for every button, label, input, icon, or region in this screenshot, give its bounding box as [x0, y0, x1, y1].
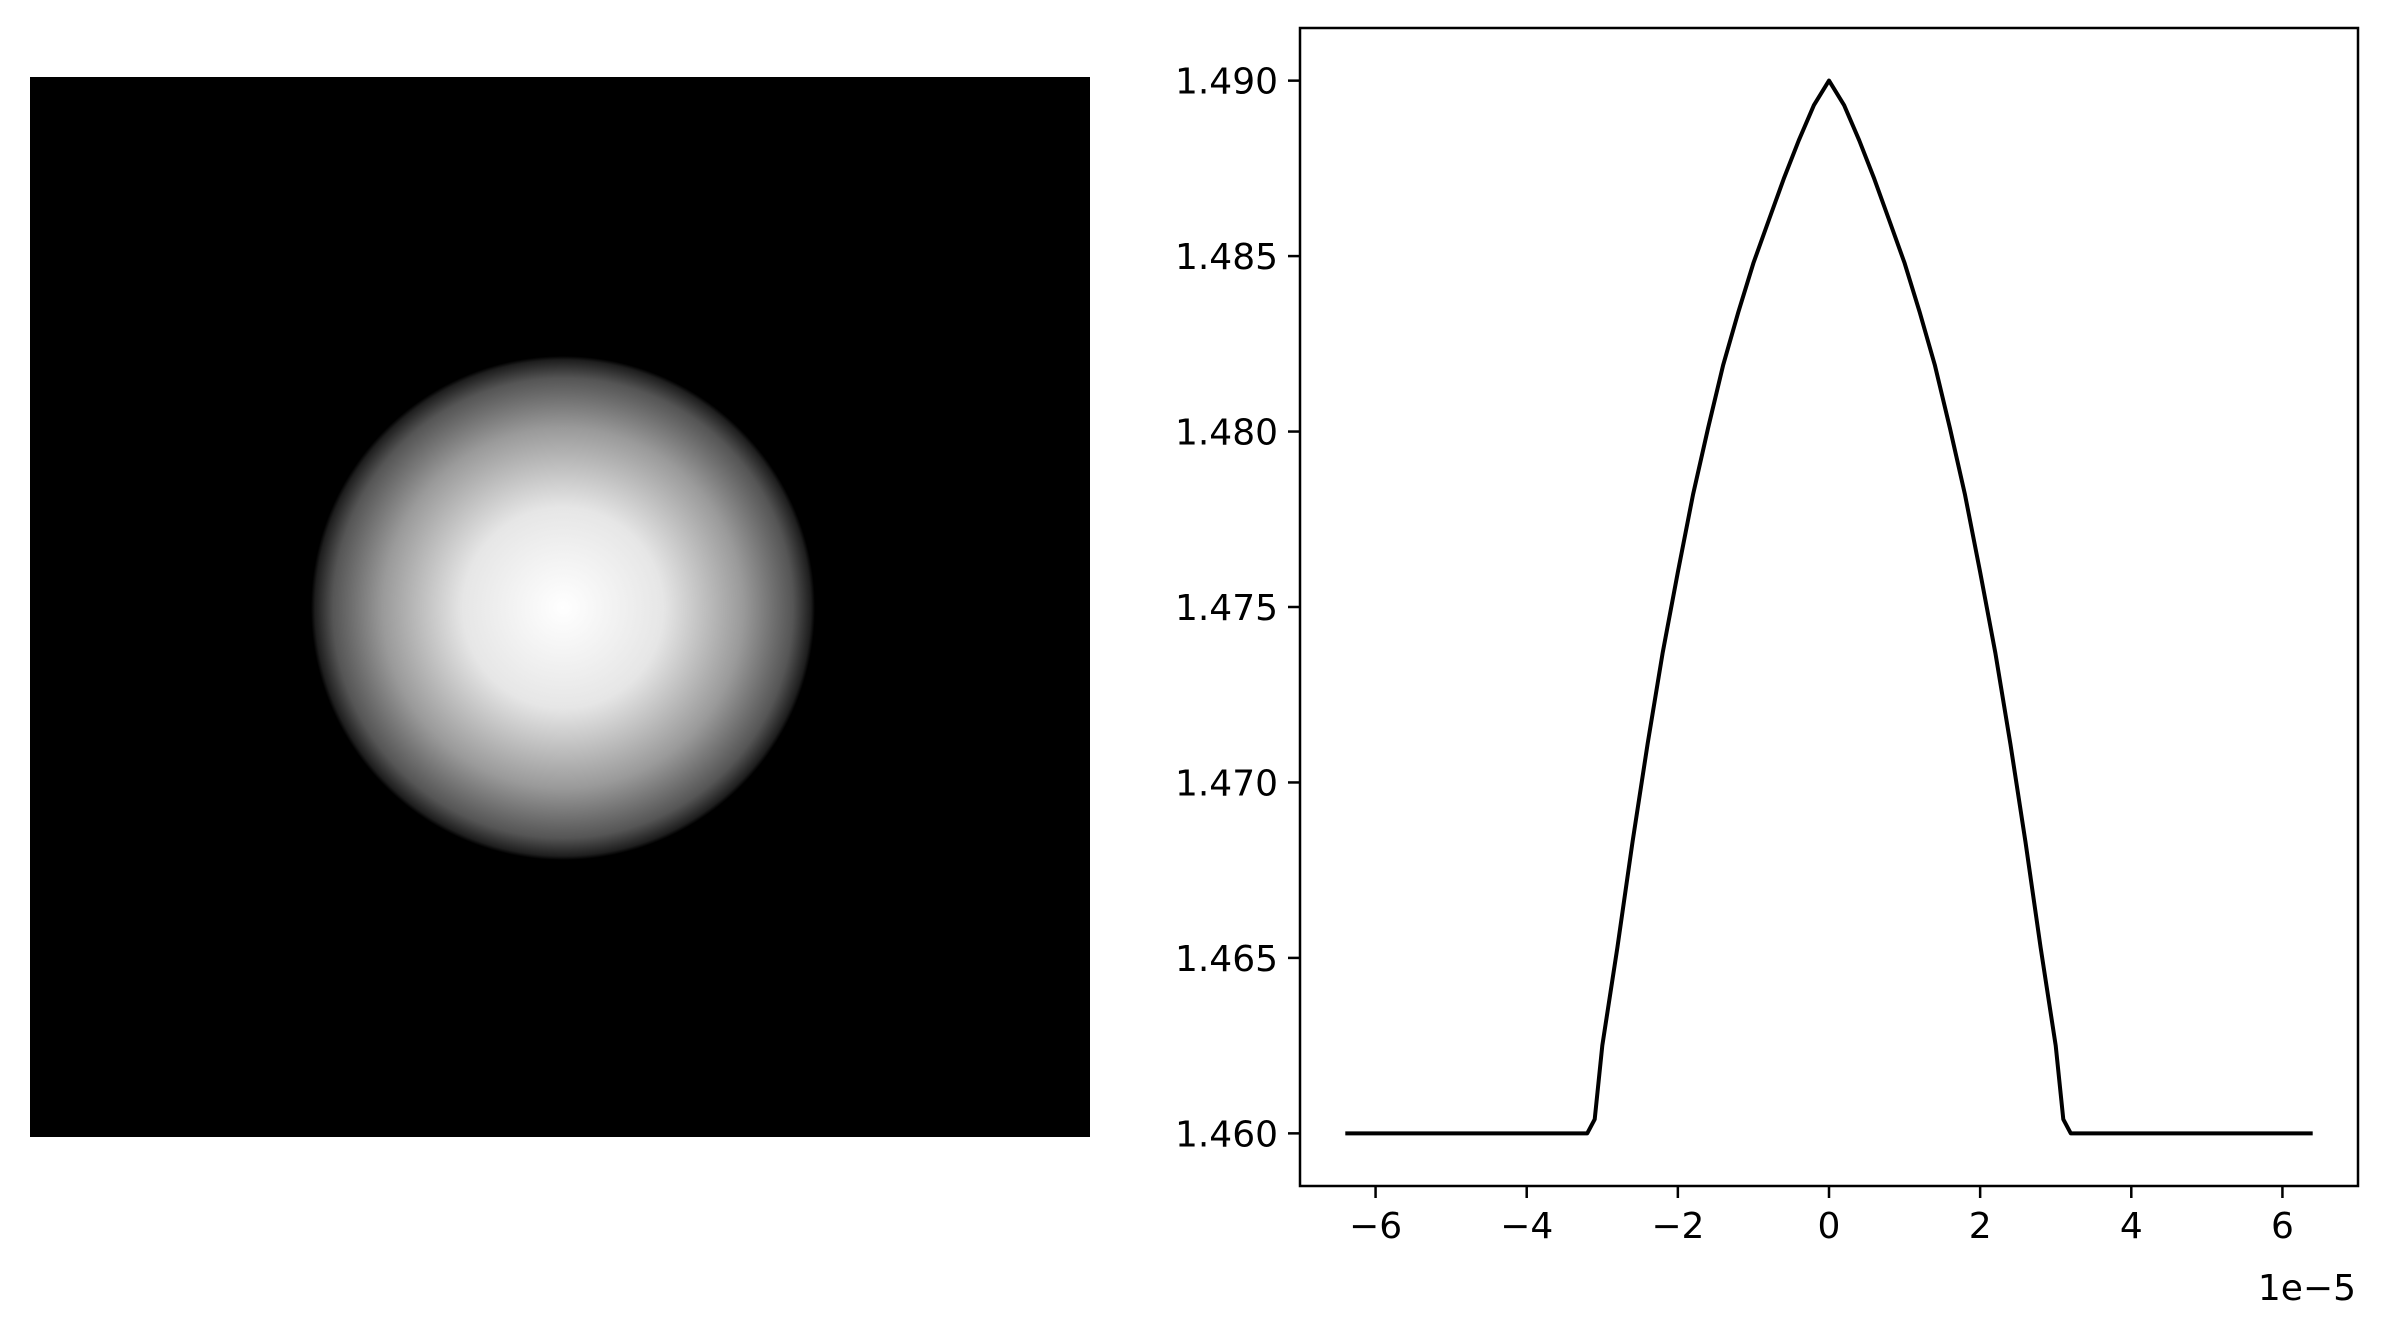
- x-tick-label: 2: [1969, 1206, 1992, 1247]
- y-tick-label: 1.475: [1175, 588, 1278, 629]
- x-axis-offset-label: 1e−5: [2258, 1268, 2356, 1309]
- y-tick-label: 1.465: [1175, 939, 1278, 980]
- y-axis-ticks: 1.460 1.465 1.470 1.475 1.480 1.485 1.490: [1175, 62, 1300, 1155]
- x-tick-label: 4: [2120, 1206, 2143, 1247]
- y-tick-label: 1.470: [1175, 763, 1278, 804]
- plot-frame: [1298, 26, 2360, 1188]
- x-tick-label: −4: [1500, 1206, 1553, 1247]
- y-tick-label: 1.485: [1175, 237, 1278, 278]
- x-tick-label: 0: [1818, 1206, 1841, 1247]
- x-axis-ticks: −6 −4 −2 0 2 4 6: [1349, 1186, 2294, 1247]
- x-tick-label: −2: [1651, 1206, 1704, 1247]
- y-tick-label: 1.480: [1175, 413, 1278, 454]
- index-profile-line: [1345, 78, 2313, 1136]
- y-tick-label: 1.490: [1175, 62, 1278, 103]
- x-tick-label: −6: [1349, 1206, 1402, 1247]
- refractive-index-image: [30, 77, 1090, 1137]
- y-tick-label: 1.460: [1175, 1114, 1278, 1155]
- x-tick-label: 6: [2271, 1206, 2294, 1247]
